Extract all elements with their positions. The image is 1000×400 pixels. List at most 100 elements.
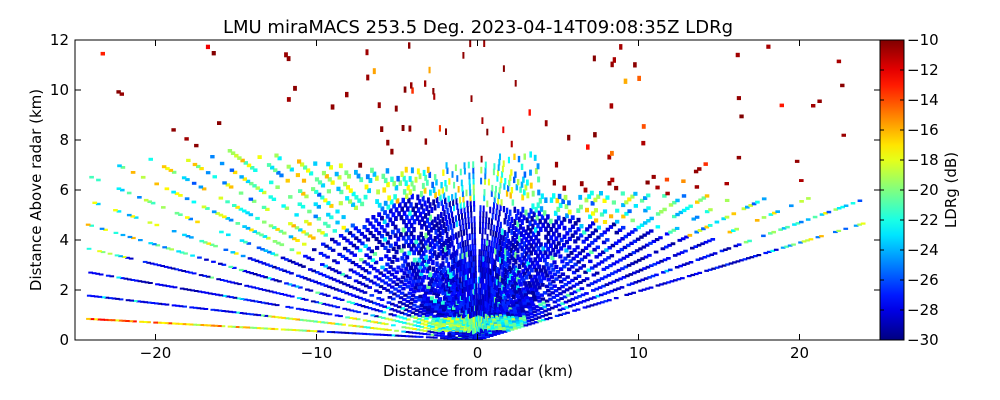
range-gate xyxy=(585,298,590,302)
range-gate xyxy=(258,188,264,192)
range-gate xyxy=(310,300,316,303)
range-gate xyxy=(477,276,480,284)
range-gate xyxy=(355,332,360,335)
range-gate xyxy=(345,284,351,287)
range-gate xyxy=(127,235,133,239)
range-gate xyxy=(385,222,390,228)
range-gate xyxy=(90,295,96,298)
range-gate xyxy=(433,204,437,211)
range-gate xyxy=(452,233,455,241)
range-gate xyxy=(386,270,391,274)
range-gate xyxy=(459,224,462,232)
range-gate xyxy=(560,259,565,264)
range-gate xyxy=(126,213,132,217)
range-gate xyxy=(403,259,408,264)
range-gate xyxy=(624,200,629,205)
range-gate xyxy=(566,280,572,285)
range-gate xyxy=(148,282,153,284)
range-gate xyxy=(226,233,231,237)
range-gate xyxy=(380,265,385,270)
range-gate xyxy=(365,277,370,281)
range-gate xyxy=(612,288,618,292)
range-gate xyxy=(745,205,750,209)
range-gate xyxy=(421,312,426,316)
range-gate xyxy=(427,222,431,228)
range-gate xyxy=(549,197,554,203)
range-gate xyxy=(538,268,543,273)
range-gate xyxy=(639,235,644,239)
range-gate xyxy=(490,281,494,288)
range-gate xyxy=(465,250,468,258)
range-gate xyxy=(414,282,419,287)
range-gate xyxy=(491,276,495,283)
range-gate xyxy=(426,284,431,289)
range-gate xyxy=(382,287,387,290)
range-gate xyxy=(420,216,425,222)
range-gate xyxy=(284,317,290,320)
range-gate xyxy=(401,263,406,268)
range-gate xyxy=(424,232,428,239)
range-gate xyxy=(348,324,353,327)
range-gate xyxy=(385,288,390,292)
range-gate xyxy=(404,335,410,338)
range-gate xyxy=(815,236,821,239)
range-gate xyxy=(420,278,425,283)
range-gate xyxy=(246,299,252,302)
range-gate xyxy=(314,177,320,182)
range-gate xyxy=(574,254,579,258)
range-gate xyxy=(275,267,280,270)
range-gate xyxy=(434,321,440,325)
range-gate xyxy=(429,189,432,196)
range-gate xyxy=(267,302,273,305)
range-gate xyxy=(610,150,614,156)
range-gate xyxy=(462,223,465,231)
range-gate xyxy=(410,193,414,200)
range-gate xyxy=(557,274,562,279)
range-gate xyxy=(495,225,498,233)
range-gate xyxy=(819,235,824,238)
range-gate xyxy=(601,267,607,271)
range-gate xyxy=(433,174,437,181)
range-gate xyxy=(402,317,408,320)
range-gate xyxy=(566,253,571,258)
range-gate xyxy=(415,305,420,309)
range-gate xyxy=(355,325,361,328)
range-gate xyxy=(432,314,437,318)
range-gate xyxy=(468,255,471,263)
range-gate xyxy=(163,265,169,268)
range-gate xyxy=(387,329,392,331)
range-gate xyxy=(435,268,440,274)
range-gate xyxy=(498,328,504,332)
range-gate xyxy=(171,304,177,307)
range-gate xyxy=(392,309,398,312)
range-gate xyxy=(532,284,538,289)
range-gate xyxy=(514,313,519,318)
range-gate xyxy=(449,266,452,273)
range-gate xyxy=(295,173,300,178)
range-gate xyxy=(294,226,300,230)
range-gate xyxy=(535,260,540,266)
range-gate xyxy=(530,260,535,266)
range-gate xyxy=(463,292,466,299)
range-gate xyxy=(321,302,327,305)
range-gate xyxy=(240,254,246,258)
range-gate xyxy=(340,290,346,293)
range-gate xyxy=(627,197,632,202)
range-gate xyxy=(306,168,311,173)
range-gate xyxy=(394,282,400,286)
range-gate xyxy=(401,302,406,306)
range-gate xyxy=(401,125,405,131)
range-gate xyxy=(229,296,234,299)
range-gate xyxy=(581,300,587,303)
range-gate xyxy=(225,217,230,220)
range-gate xyxy=(481,222,484,229)
range-gate xyxy=(544,284,550,289)
range-gate xyxy=(377,202,382,208)
range-gate xyxy=(396,265,401,270)
range-gate xyxy=(297,263,303,267)
range-gate xyxy=(662,194,667,198)
range-gate xyxy=(368,230,373,236)
range-gate xyxy=(379,298,385,301)
range-gate xyxy=(347,173,351,179)
range-gate xyxy=(696,243,702,247)
